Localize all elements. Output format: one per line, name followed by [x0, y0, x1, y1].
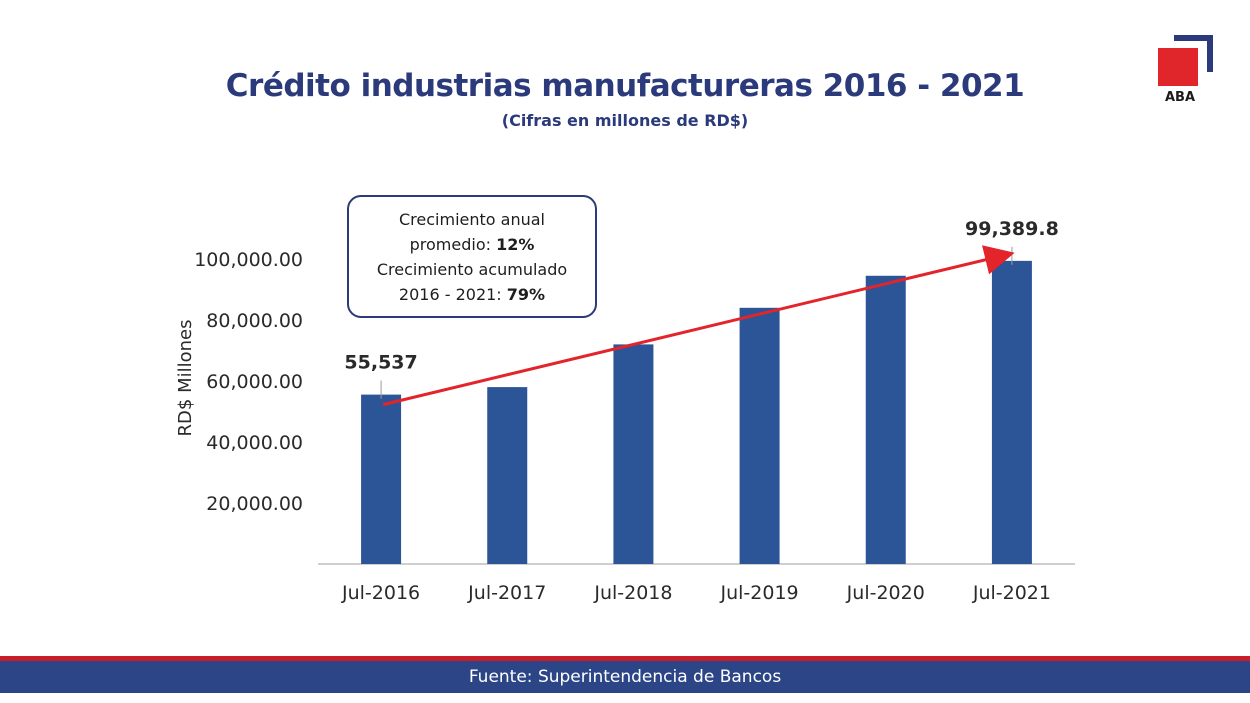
x-tick-label: Jul-2021 — [972, 582, 1051, 604]
callout-line-4: 2016 - 2021: 79% — [398, 285, 546, 304]
growth-callout: Crecimiento anual promedio: 12% Crecimie… — [347, 195, 597, 318]
bar-jul-2020 — [865, 275, 906, 564]
y-axis-label: RD$ Millones — [175, 320, 196, 437]
callout-cumulative-growth: 79% — [506, 285, 546, 304]
y-tick-label: 100,000.00 — [194, 249, 303, 271]
callout-line-3: Crecimiento acumulado — [376, 260, 568, 279]
chart-subtitle: (Cifras en millones de RD$) — [501, 111, 749, 130]
aba-logo-icon — [1158, 35, 1213, 86]
x-tick-label: Jul-2019 — [720, 582, 799, 604]
data-label: 55,537 — [344, 352, 417, 374]
bar-jul-2017 — [487, 387, 528, 564]
y-tick-label: 20,000.00 — [206, 493, 303, 515]
x-tick-label: Jul-2018 — [593, 582, 672, 604]
bar-jul-2021 — [991, 260, 1032, 564]
x-tick-label: Jul-2017 — [467, 582, 546, 604]
y-tick-label: 40,000.00 — [206, 432, 303, 454]
data-label: 99,389.8 — [965, 218, 1059, 240]
y-tick-label: 60,000.00 — [206, 371, 303, 393]
callout-line-2: promedio: 12% — [409, 235, 535, 254]
footer-accent — [0, 656, 1250, 661]
trend-arrow — [382, 245, 1015, 407]
bar-jul-2016 — [361, 394, 402, 564]
callout-annual-growth: 12% — [496, 235, 535, 254]
x-tick-label: Jul-2020 — [846, 582, 925, 604]
y-tick-label: 80,000.00 — [206, 310, 303, 332]
logo-label: ABA — [1164, 90, 1196, 105]
bar-jul-2018 — [613, 344, 654, 564]
x-tick-label: Jul-2016 — [341, 582, 420, 604]
callout-line-1: Crecimiento anual — [399, 210, 545, 229]
bar-chart: 20,000.00 40,000.00 60,000.00 80,000.00 100,… — [175, 218, 1075, 604]
chart-title: Crédito industrias manufactureras 2016 -… — [225, 68, 1025, 104]
bar-jul-2019 — [739, 307, 780, 564]
footer-source: Fuente: Superintendencia de Bancos — [0, 661, 1250, 693]
